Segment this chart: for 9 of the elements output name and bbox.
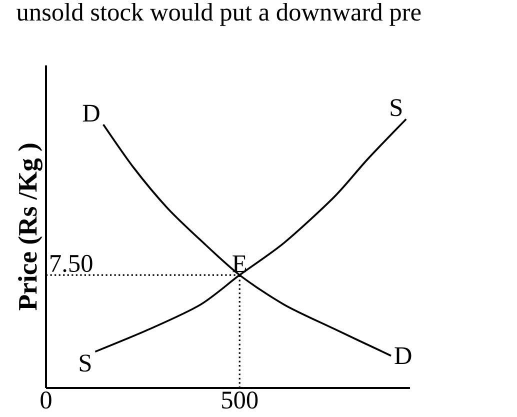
annotation: D bbox=[394, 347, 412, 364]
x-tick-label: 0 bbox=[40, 392, 52, 409]
annotation: 7.50 bbox=[50, 254, 92, 272]
text: unsold stock would put a downward pre bbox=[16, 2, 421, 26]
x-tick-label: 500 bbox=[222, 392, 258, 409]
series-label: D bbox=[82, 104, 100, 122]
series-label: S bbox=[390, 99, 402, 116]
y-axis-title: Price (Rs /Kg ) bbox=[18, 144, 42, 310]
annotation: S bbox=[80, 354, 91, 372]
